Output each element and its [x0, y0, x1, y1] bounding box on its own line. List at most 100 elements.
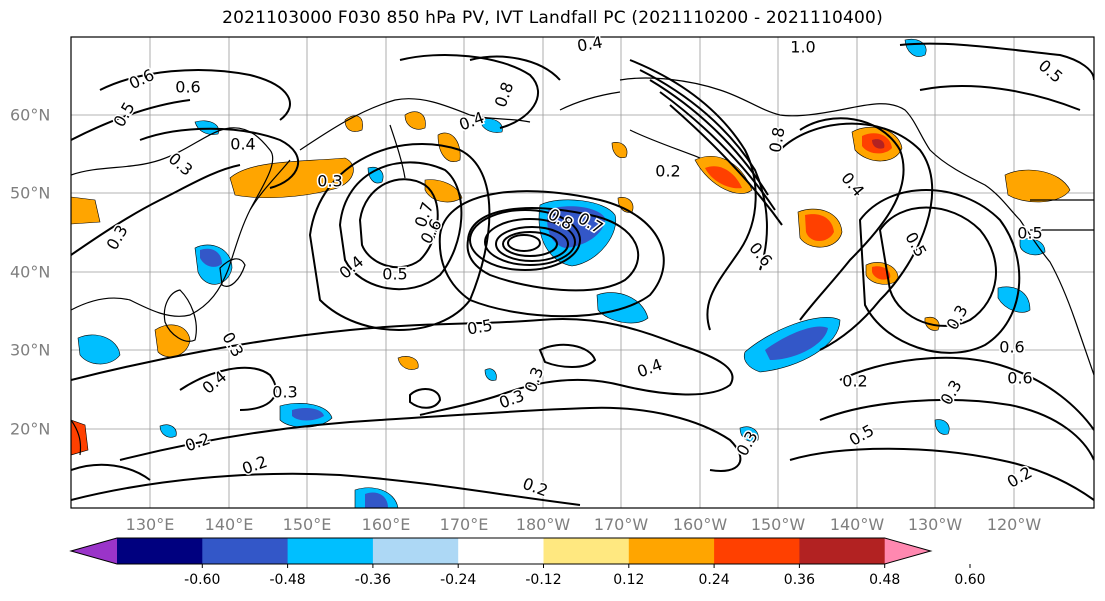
contour-cyclone-6	[466, 207, 640, 292]
colorbar-tick-label: 0.36	[783, 572, 815, 588]
contour-east-7	[789, 447, 1094, 501]
x-tick-label: 130°W	[907, 515, 963, 534]
shade-orange-163w	[611, 142, 628, 158]
contour-cyclone-7	[438, 190, 665, 318]
shade-lblue-se	[1019, 238, 1046, 256]
shade-orange-nw2	[404, 111, 426, 130]
x-tick-label: 130°E	[125, 515, 175, 534]
contour-ridge-2	[338, 161, 463, 291]
contour-label: 0.5	[382, 265, 407, 284]
contour-label: 0.2	[655, 162, 680, 181]
contour-mid-3	[538, 343, 597, 368]
contour-gulf-3	[649, 79, 769, 196]
shade-dblue-150w	[765, 326, 828, 360]
contour-cyclone-4	[502, 231, 558, 257]
colorbar-tick-label: -0.24	[440, 572, 477, 588]
contour-label: 1.0	[790, 38, 815, 57]
contour-cyclone-3	[495, 226, 569, 262]
colorbar-segment	[543, 538, 630, 564]
x-tick-label: 120°W	[986, 515, 1042, 534]
colorbar-segment	[117, 538, 203, 564]
shade-lblue-sm6	[739, 426, 759, 442]
shade-lblue-sm4	[159, 424, 177, 438]
contour-gulf-4	[659, 91, 776, 211]
colorbar-outline	[69, 537, 933, 565]
contour-label: 0.6	[1007, 369, 1032, 388]
contour-label: 0.4	[576, 32, 604, 55]
contour-ne-2	[919, 85, 1081, 111]
shade-lblue-sm3	[934, 419, 950, 435]
contour-gulf-2	[639, 69, 768, 271]
shade-orange-bc	[1004, 169, 1071, 203]
shade-lblue-sm1	[479, 118, 503, 133]
y-tick-label: 60°N	[10, 105, 51, 125]
contour-cyclone-2	[484, 218, 576, 266]
contour-n-1	[399, 54, 540, 129]
shade-darkred-ak	[872, 139, 885, 149]
contour-nw-1	[99, 69, 291, 121]
colorbar-segment	[799, 538, 886, 564]
colorbar-segment	[372, 538, 459, 564]
x-tick-label: 140°W	[829, 515, 885, 534]
shade-orange-mid	[397, 356, 419, 370]
y-tick-label: 50°N	[10, 183, 51, 203]
shade-lblue-ccal	[997, 286, 1031, 313]
colorbar-segment	[714, 538, 800, 564]
shade-lblue-sm5	[367, 167, 384, 184]
y-tick-label: 30°N	[10, 340, 51, 360]
contour-label: 0.6	[175, 78, 200, 97]
x-tick-label: 150°W	[750, 515, 806, 534]
contour-label: 0.4	[230, 135, 255, 154]
colorbar-segment	[458, 538, 544, 564]
shade-lblue-w30	[77, 334, 121, 365]
contour-nw-2	[139, 127, 300, 189]
contour-nw-3	[71, 164, 241, 256]
contour-long-04	[71, 318, 734, 416]
colorbar-tick-label: -0.60	[184, 572, 221, 588]
x-tick-label: 170°W	[593, 515, 649, 534]
colorbar-tick-label: -0.12	[525, 572, 562, 588]
x-tick-label: 150°E	[282, 515, 332, 534]
coastlines	[71, 77, 1094, 456]
contour-ridge-3	[308, 142, 491, 331]
contour-east-4	[858, 189, 1021, 354]
shade-orange-kamchatka	[229, 157, 354, 199]
colorbar-tick-label: -0.48	[269, 572, 306, 588]
colorbar	[69, 537, 971, 568]
x-tick-label: 170°E	[439, 515, 489, 534]
contour-nw-4	[71, 99, 191, 141]
contour-label: 0.3	[272, 383, 297, 402]
contour-sw-1	[71, 463, 151, 481]
contour-mid-1	[179, 366, 277, 411]
contour-ridge-1	[358, 178, 439, 269]
colorbar-tick-label: -0.36	[354, 572, 392, 588]
map-title: 2021103000 F030 850 hPa PV, IVT Landfall…	[222, 8, 883, 28]
contour-east-3	[878, 206, 997, 327]
contour-label: 0.2	[842, 372, 867, 391]
shade-red-150w	[805, 214, 834, 241]
contour-gulf-5	[669, 104, 783, 226]
colorbar-tick-label: 0.12	[613, 572, 645, 588]
colorbar-extend-high	[884, 538, 931, 564]
contour-n-2	[469, 55, 561, 81]
contour-cyclone-1	[469, 209, 581, 271]
colorbar-tick-label: 0.48	[869, 572, 901, 588]
contour-mid-2	[409, 388, 442, 409]
shade-dblue-160e	[292, 408, 324, 421]
contour-east-5	[839, 356, 1094, 431]
lat-lon-grid	[71, 37, 1094, 508]
contour-label: 0.8	[765, 126, 788, 154]
y-tick-label: 20°N	[10, 419, 51, 439]
colorbar-segment	[628, 538, 715, 564]
pv-contours	[71, 42, 1094, 506]
contour-label: 0.3	[317, 172, 342, 191]
contour-gulf-1	[629, 59, 757, 331]
colorbar-segment	[287, 538, 374, 564]
colorbar-tick-label: 0.24	[698, 572, 730, 588]
contour-east-6	[819, 399, 1094, 461]
contour-label: 0.6	[999, 338, 1024, 357]
colorbar-segment	[202, 538, 289, 564]
y-tick-label: 40°N	[10, 262, 51, 282]
shade-red-gulf	[705, 166, 742, 189]
